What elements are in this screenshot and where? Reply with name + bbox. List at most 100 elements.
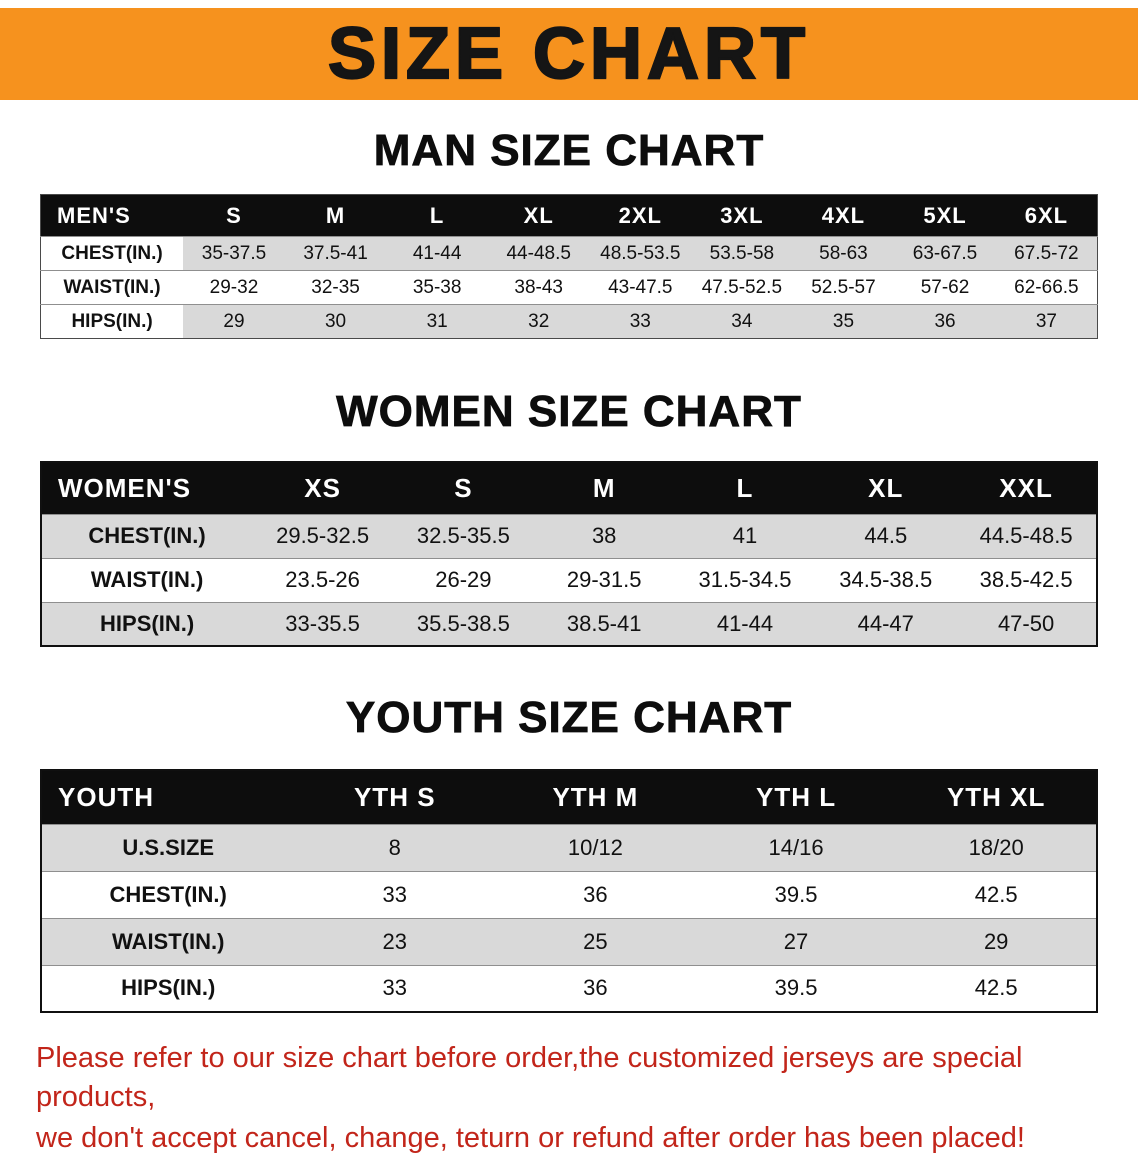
size-value: 53.5-58 xyxy=(691,236,793,271)
size-value: 32.5-35.5 xyxy=(392,513,534,558)
measurement-row: U.S.SIZE 8 10/12 14/16 18/20 xyxy=(41,823,1097,871)
table-corner-label: MEN'S xyxy=(40,194,184,237)
order-notice-line-2: we don't accept cancel, change, teturn o… xyxy=(36,1122,1025,1155)
size-column-header: 2XL xyxy=(589,194,692,237)
size-value: 57-62 xyxy=(894,270,996,305)
table-header-row: WOMEN'S XS S M L XL XXL xyxy=(41,462,1097,514)
size-value: 29 xyxy=(183,304,285,339)
size-column-header: S xyxy=(392,462,534,514)
size-value: 33 xyxy=(589,304,692,339)
size-value: 37 xyxy=(995,304,1098,339)
row-label: U.S.SIZE xyxy=(41,823,295,871)
women-size-section: WOMEN SIZE CHART WOMEN'S XS S M L XL XXL CHEST(… xyxy=(0,387,1138,647)
size-value: 41 xyxy=(674,513,816,558)
size-value: 31 xyxy=(386,304,488,339)
size-column-header: XL xyxy=(815,462,957,514)
youth-section-heading: YOUTH SIZE CHART xyxy=(345,693,793,743)
size-value: 48.5-53.5 xyxy=(589,236,692,271)
size-column-header: 3XL xyxy=(691,194,793,237)
size-value: 34.5-38.5 xyxy=(815,557,957,602)
size-value: 52.5-57 xyxy=(792,270,895,305)
size-value: 38.5-41 xyxy=(533,601,675,646)
size-column-header: M xyxy=(284,194,387,237)
table-corner-label: WOMEN'S xyxy=(41,462,253,514)
size-column-header: 4XL xyxy=(792,194,895,237)
size-value: 23 xyxy=(294,917,496,965)
men-section-heading: MAN SIZE CHART xyxy=(373,126,765,176)
size-column-header: YTH S xyxy=(294,770,496,824)
size-value: 29-32 xyxy=(183,270,285,305)
youth-size-table: YOUTH YTH S YTH M YTH L YTH XL U.S.SIZE 8 10/12… xyxy=(40,769,1098,1013)
size-value: 32 xyxy=(487,304,590,339)
size-value: 23.5-26 xyxy=(252,557,393,602)
measurement-row: CHEST(IN.) 29.5-32.5 32.5-35.5 38 41 44.5 44.5… xyxy=(41,513,1097,558)
size-value: 41-44 xyxy=(386,236,488,271)
size-value: 35-37.5 xyxy=(183,236,285,271)
youth-size-section: YOUTH SIZE CHART YOUTH YTH S YTH M YTH L YTH… xyxy=(0,693,1138,1013)
size-value: 47-50 xyxy=(956,601,1097,646)
size-value: 44-48.5 xyxy=(487,236,590,271)
size-value: 67.5-72 xyxy=(995,236,1098,271)
size-value: 35 xyxy=(792,304,895,339)
size-column-header: L xyxy=(386,194,488,237)
size-value: 38 xyxy=(533,513,675,558)
size-value: 42.5 xyxy=(896,964,1097,1012)
size-value: 39.5 xyxy=(695,870,897,918)
size-value: 33 xyxy=(294,870,496,918)
size-value: 62-66.5 xyxy=(995,270,1098,305)
size-value: 41-44 xyxy=(674,601,816,646)
size-column-header: XL xyxy=(487,194,590,237)
size-value: 39.5 xyxy=(695,964,897,1012)
size-value: 38-43 xyxy=(487,270,590,305)
size-value: 44.5-48.5 xyxy=(956,513,1097,558)
size-column-header: YTH M xyxy=(495,770,696,824)
size-value: 25 xyxy=(495,917,696,965)
row-label: WAIST(IN.) xyxy=(40,270,184,305)
measurement-row: WAIST(IN.) 29-32 32-35 35-38 38-43 43-47.5 47.… xyxy=(40,270,1098,305)
women-section-heading: WOMEN SIZE CHART xyxy=(336,387,802,437)
size-column-header: M xyxy=(533,462,675,514)
title-banner: SIZE CHART xyxy=(0,8,1138,100)
measurement-row: HIPS(IN.) 33-35.5 35.5-38.5 38.5-41 41-44 44-… xyxy=(41,601,1097,646)
size-column-header: L xyxy=(674,462,816,514)
size-value: 33-35.5 xyxy=(252,601,393,646)
size-column-header: YTH XL xyxy=(896,770,1097,824)
size-value: 47.5-52.5 xyxy=(691,270,793,305)
row-label: WAIST(IN.) xyxy=(41,917,295,965)
measurement-row: WAIST(IN.) 23.5-26 26-29 29-31.5 31.5-34.5 34… xyxy=(41,557,1097,602)
size-value: 58-63 xyxy=(792,236,895,271)
size-value: 37.5-41 xyxy=(284,236,387,271)
measurement-row: HIPS(IN.) 33 36 39.5 42.5 xyxy=(41,964,1097,1012)
size-column-header: XXL xyxy=(956,462,1097,514)
size-value: 35.5-38.5 xyxy=(392,601,534,646)
table-header-row: YOUTH YTH S YTH M YTH L YTH XL xyxy=(41,770,1097,824)
size-column-header: XS xyxy=(252,462,393,514)
row-label: CHEST(IN.) xyxy=(40,236,184,271)
order-notice-line-1: Please refer to our size chart before or… xyxy=(36,1042,1023,1114)
size-value: 8 xyxy=(294,823,496,871)
size-value: 29.5-32.5 xyxy=(252,513,393,558)
row-label: CHEST(IN.) xyxy=(41,870,295,918)
size-column-header: YTH L xyxy=(695,770,897,824)
row-label: HIPS(IN.) xyxy=(40,304,184,339)
size-value: 30 xyxy=(284,304,387,339)
row-label: HIPS(IN.) xyxy=(41,601,253,646)
row-label: WAIST(IN.) xyxy=(41,557,253,602)
size-value: 29-31.5 xyxy=(533,557,675,602)
men-size-table: MEN'S S M L XL 2XL 3XL 4XL 5XL 6XL CHEST(IN.) 35-37… xyxy=(40,194,1098,339)
size-value: 34 xyxy=(691,304,793,339)
size-value: 26-29 xyxy=(392,557,534,602)
size-value: 33 xyxy=(294,964,496,1012)
size-value: 44.5 xyxy=(815,513,957,558)
size-value: 32-35 xyxy=(284,270,387,305)
size-chart-page: SIZE CHART MAN SIZE CHART MEN'S S M L XL 2XL 3… xyxy=(0,8,1138,1158)
page-title: SIZE CHART xyxy=(327,13,810,95)
size-value: 63-67.5 xyxy=(894,236,996,271)
size-value: 29 xyxy=(896,917,1097,965)
size-value: 38.5-42.5 xyxy=(956,557,1097,602)
size-column-header: 6XL xyxy=(995,194,1098,237)
size-value: 36 xyxy=(894,304,996,339)
size-value: 36 xyxy=(495,870,696,918)
size-value: 27 xyxy=(695,917,897,965)
women-size-table: WOMEN'S XS S M L XL XXL CHEST(IN.) 29.5-32.5 32.5… xyxy=(40,461,1098,647)
